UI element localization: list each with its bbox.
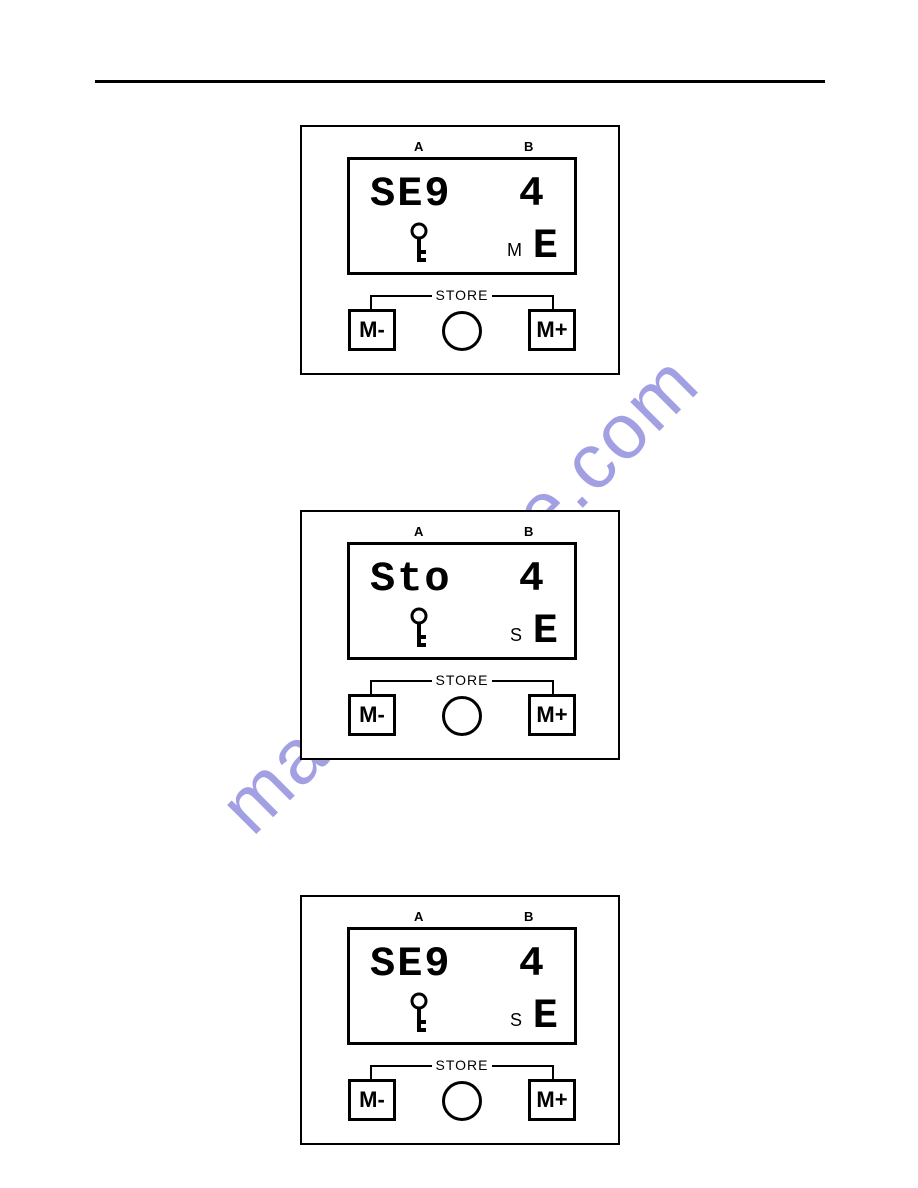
store-button[interactable] [442, 1081, 482, 1121]
bracket-right [492, 295, 554, 309]
display-panel-3: A B SE9 4 S E STORE M- M+ [300, 895, 620, 1145]
lcd-screen: Sto 4 S E [347, 542, 577, 660]
lcd-status-letter: E [533, 222, 558, 270]
lcd-status-letter: E [533, 607, 558, 655]
lcd-readout-right: 4 [519, 170, 544, 218]
bracket-right [492, 680, 554, 694]
lcd-screen: SE9 4 S E [347, 927, 577, 1045]
lcd-label-b: B [524, 524, 533, 539]
lcd-mode-letter: S [510, 1010, 522, 1031]
key-icon [408, 222, 430, 271]
store-button[interactable] [442, 311, 482, 351]
bracket-left [370, 295, 432, 309]
store-label: STORE [436, 672, 489, 688]
lcd-label-b: B [524, 909, 533, 924]
memory-plus-button[interactable]: M+ [528, 309, 576, 351]
lcd-status-letter: E [533, 992, 558, 1040]
memory-minus-button[interactable]: M- [348, 1079, 396, 1121]
store-label: STORE [436, 287, 489, 303]
lcd-label-a: A [414, 909, 423, 924]
lcd-readout-right: 4 [519, 555, 544, 603]
store-label: STORE [436, 1057, 489, 1073]
lcd-mode-letter: S [510, 625, 522, 646]
lcd-readout-right: 4 [519, 940, 544, 988]
lcd-label-a: A [414, 524, 423, 539]
lcd-readout-left: SE9 [370, 170, 452, 218]
store-button[interactable] [442, 696, 482, 736]
display-panel-2: A B Sto 4 S E STORE M- M+ [300, 510, 620, 760]
lcd-label-b: B [524, 139, 533, 154]
key-icon [408, 992, 430, 1041]
key-icon [408, 607, 430, 656]
lcd-readout-left: SE9 [370, 940, 452, 988]
lcd-label-a: A [414, 139, 423, 154]
lcd-mode-letter: M [507, 240, 522, 261]
memory-plus-button[interactable]: M+ [528, 1079, 576, 1121]
memory-plus-button[interactable]: M+ [528, 694, 576, 736]
memory-minus-button[interactable]: M- [348, 309, 396, 351]
memory-minus-button[interactable]: M- [348, 694, 396, 736]
lcd-screen: SE9 4 M E [347, 157, 577, 275]
display-panel-1: A B SE9 4 M E STORE M- M+ [300, 125, 620, 375]
bracket-right [492, 1065, 554, 1079]
bracket-left [370, 680, 432, 694]
horizontal-rule [95, 80, 825, 83]
lcd-readout-left: Sto [370, 555, 452, 603]
bracket-left [370, 1065, 432, 1079]
